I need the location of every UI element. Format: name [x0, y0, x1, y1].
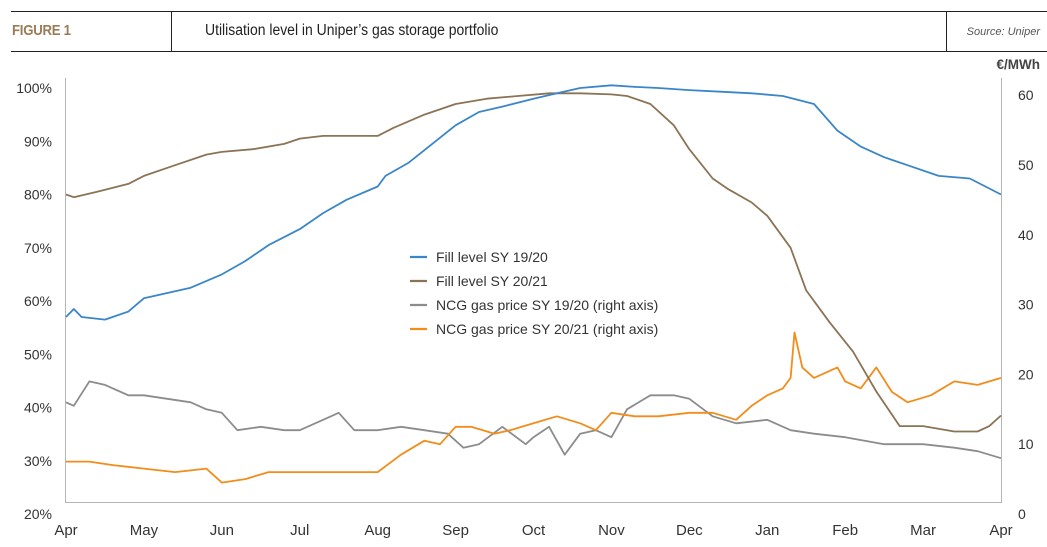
- left-tick-label: 80%: [24, 187, 52, 203]
- left-tick-label: 100%: [16, 80, 52, 96]
- x-tick-label: Feb: [832, 522, 858, 539]
- right-tick-label: 60: [1018, 87, 1034, 103]
- legend-label: NCG gas price SY 20/21 (right axis): [436, 321, 658, 337]
- x-tick-label: Nov: [598, 522, 625, 539]
- series-line-2: [65, 380, 1002, 460]
- left-tick-label: 30%: [24, 453, 52, 469]
- legend-label: Fill level SY 20/21: [436, 273, 548, 289]
- x-tick-label: Apr: [54, 522, 77, 539]
- right-tick-label: 40: [1018, 227, 1034, 243]
- x-tick-label: Jan: [755, 522, 779, 539]
- legend: Fill level SY 19/20 Fill level SY 20/21 NC…: [410, 249, 658, 337]
- x-tick-label: Sep: [442, 522, 469, 539]
- figure-title: Utilisation level in Uniper’s gas storag…: [205, 22, 499, 39]
- left-tick-label: 60%: [24, 293, 52, 309]
- figure-label: FIGURE 1: [12, 22, 71, 39]
- x-tick-label: Jun: [210, 522, 234, 539]
- left-tick-label: 90%: [24, 133, 52, 149]
- series-lines: [65, 84, 1002, 484]
- right-tick-label: 20: [1018, 366, 1034, 382]
- left-tick-label: 70%: [24, 240, 52, 256]
- left-tick-label: 50%: [24, 346, 52, 362]
- right-axis-unit: €/MWh: [997, 57, 1041, 72]
- series-line-1: [65, 92, 1002, 433]
- x-tick-label: Apr: [989, 522, 1012, 539]
- right-tick-label: 10: [1018, 436, 1034, 452]
- x-tick-label: Dec: [676, 522, 703, 539]
- left-tick-label: 20%: [24, 506, 52, 522]
- right-tick-label: 30: [1018, 297, 1034, 313]
- x-tick-label: Mar: [910, 522, 936, 539]
- right-tick-label: 0: [1018, 506, 1026, 522]
- legend-label: Fill level SY 19/20: [436, 249, 548, 265]
- series-line-3: [66, 331, 1002, 484]
- legend-label: NCG gas price SY 19/20 (right axis): [436, 297, 658, 313]
- series-line-0: [65, 84, 1002, 321]
- right-axis-ticks: 60 50 40 30 20 10 0: [1018, 87, 1034, 522]
- header-divider-right: [946, 12, 947, 51]
- x-tick-label: Jul: [290, 522, 309, 539]
- x-tick-label: May: [130, 522, 159, 539]
- left-tick-label: 40%: [24, 400, 52, 416]
- header-bottom-rule: [11, 51, 1047, 52]
- left-axis-ticks: 100% 90% 80% 70% 60% 50% 40% 30% 20%: [16, 80, 52, 522]
- figure-source: Source: Uniper: [966, 26, 1040, 38]
- header-top-rule: [11, 11, 1047, 12]
- x-tick-label: Aug: [364, 522, 391, 539]
- right-tick-label: 50: [1018, 157, 1034, 173]
- x-axis-ticks: Apr May Jun Jul Aug Sep Oct Nov Dec Jan Feb Mar Apr: [54, 522, 1012, 539]
- x-tick-label: Oct: [522, 522, 546, 539]
- header-divider-left: [171, 12, 172, 51]
